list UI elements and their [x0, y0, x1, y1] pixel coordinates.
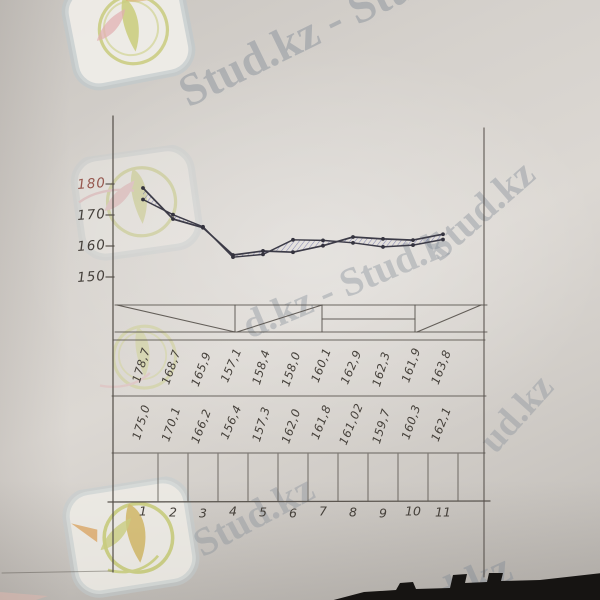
x-tick-label-6: 6	[289, 505, 297, 521]
data-point	[351, 240, 355, 245]
x-tick-label-8: 8	[349, 504, 357, 520]
data-point	[441, 232, 445, 237]
data-point	[351, 235, 355, 239]
data-point	[411, 243, 415, 247]
x-tick-label-4: 4	[229, 503, 237, 519]
x-tick-label-9: 9	[379, 505, 387, 521]
data-point	[441, 237, 445, 242]
data-point	[381, 236, 385, 241]
x-tick-label-5: 5	[259, 504, 267, 520]
data-point	[171, 212, 175, 217]
data-point	[171, 217, 175, 221]
x-tick-label-10: 10	[405, 503, 421, 519]
line-series	[141, 186, 445, 260]
x-tick-label-7: 7	[319, 503, 327, 519]
data-point	[201, 224, 205, 229]
data-point	[321, 243, 325, 248]
hatched-area-between-series	[143, 188, 443, 258]
data-point	[141, 197, 145, 202]
data-point	[321, 238, 325, 243]
x-tick-label-2: 2	[169, 504, 177, 520]
trend-band	[116, 304, 482, 333]
x-tick-label-11: 11	[435, 504, 451, 520]
data-point	[141, 186, 145, 190]
data-point	[381, 245, 385, 249]
data-point	[411, 238, 415, 243]
x-tick-label-3: 3	[199, 505, 207, 521]
data-point	[291, 237, 295, 242]
data-point	[291, 250, 295, 255]
data-point	[231, 255, 235, 260]
data-point	[261, 252, 265, 257]
x-tick-label-1: 1	[139, 503, 147, 519]
chart-frame-lines	[1, 115, 491, 578]
data-point	[261, 249, 265, 253]
